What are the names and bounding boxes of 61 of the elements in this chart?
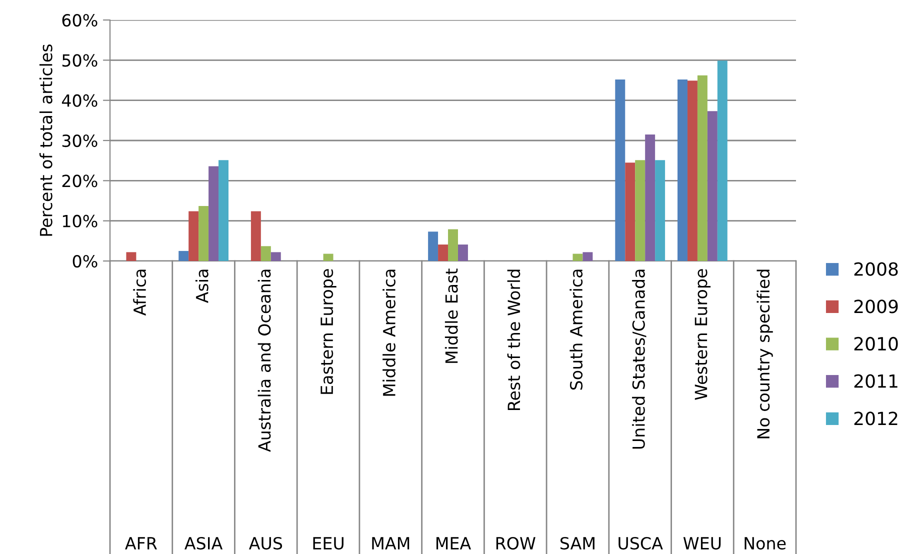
text: USCA xyxy=(618,536,663,550)
x-tick-label: Middle America xyxy=(382,270,396,396)
bar xyxy=(697,75,708,261)
bar xyxy=(178,250,189,261)
y-tick-label: 40% xyxy=(62,94,98,107)
bar xyxy=(625,162,636,261)
x-tick-label: Rest of the World xyxy=(507,270,520,410)
bar xyxy=(448,229,458,261)
bar xyxy=(655,160,666,261)
bar xyxy=(645,134,656,261)
bar xyxy=(458,244,468,261)
bar xyxy=(260,246,271,261)
bar xyxy=(687,80,698,261)
text: SAM xyxy=(560,536,594,550)
y-tick-label: 10% xyxy=(62,214,98,228)
bar xyxy=(218,160,228,261)
x-tick-label: Africa xyxy=(133,270,146,316)
bar xyxy=(717,60,728,261)
text: ASIA xyxy=(184,536,223,550)
y-tick-label: 20% xyxy=(62,174,98,188)
legend-label: 2010 xyxy=(854,336,898,351)
bar xyxy=(270,252,281,261)
y-tick-label: 30% xyxy=(62,134,98,148)
legend-label: 2011 xyxy=(854,374,898,388)
bar xyxy=(635,160,646,261)
bar xyxy=(208,166,219,261)
y-tick-label: 0% xyxy=(72,254,98,268)
x-tick-label: Middle East xyxy=(444,268,458,363)
x-tick-label: Eastern Europe xyxy=(320,269,336,394)
y-tick-label: 50% xyxy=(62,54,98,67)
bar xyxy=(198,206,209,261)
text: None xyxy=(744,537,786,550)
x-tick-label: Asia xyxy=(195,270,208,304)
bar xyxy=(582,252,593,261)
legend-label: 2012 xyxy=(854,412,898,426)
x-tick-label: United States/Canada xyxy=(632,270,646,449)
bar xyxy=(126,252,136,261)
legend-label: 2008 xyxy=(854,262,898,276)
x-tick-label: South America xyxy=(570,270,583,390)
y-axis-title: Percent of total articles xyxy=(39,44,52,236)
x-tick-label: Western Europe xyxy=(694,269,711,400)
text: MAM xyxy=(372,537,410,550)
bar xyxy=(188,211,199,261)
text: ROW xyxy=(496,536,536,550)
bar xyxy=(572,254,583,261)
bar xyxy=(323,254,334,261)
bar xyxy=(678,79,688,261)
bar xyxy=(615,79,626,261)
text: AFR xyxy=(125,537,157,550)
text: WEU xyxy=(683,537,721,550)
bar xyxy=(250,211,261,261)
bar xyxy=(707,111,718,261)
text: EEU xyxy=(313,537,344,550)
x-tick-label: Australia and Oceania xyxy=(258,270,271,452)
bar xyxy=(438,244,448,261)
text: MEA xyxy=(436,537,472,550)
y-tick-label: 60% xyxy=(62,14,98,27)
text: AUS xyxy=(248,536,282,550)
x-tick-label: No country specified xyxy=(756,270,773,438)
bar xyxy=(428,232,438,261)
legend-label: 2009 xyxy=(854,300,898,314)
